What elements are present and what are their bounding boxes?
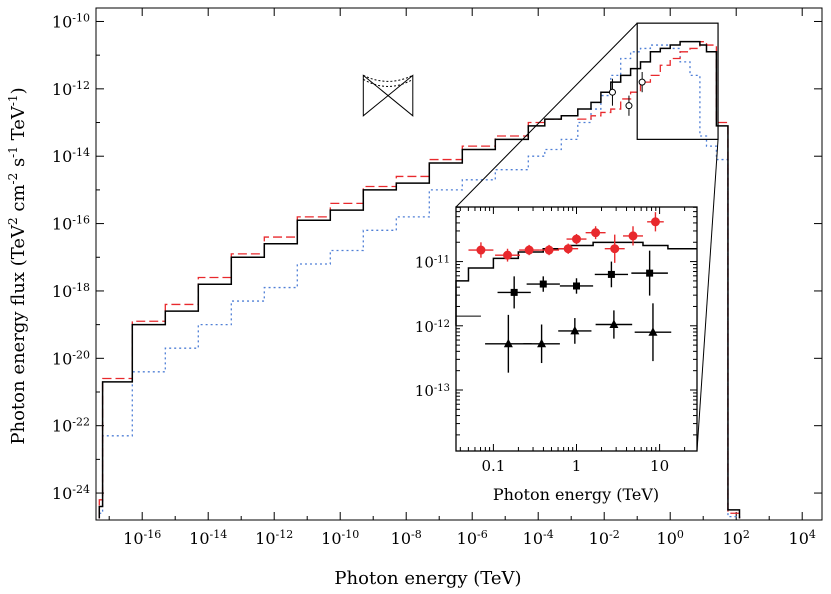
inset-x-tick-label: 10 xyxy=(650,457,669,475)
main-plot-frame xyxy=(95,7,823,521)
x-tick-label: 102 xyxy=(723,528,750,549)
x-tick-label: 10-6 xyxy=(457,528,488,549)
zoom-connector-right xyxy=(696,139,719,452)
main-y-axis-label: Photon energy flux (TeV2 cm-2 s-1 TeV-1) xyxy=(6,87,29,444)
inset-point-square xyxy=(607,270,615,278)
inset-y-tick-label: 10-12 xyxy=(415,318,450,336)
series-blue-dotted xyxy=(98,44,741,519)
y-label-part-7: -1 xyxy=(6,94,20,106)
inset-point-square xyxy=(573,282,580,290)
inset-point-square xyxy=(510,288,518,296)
y-tick-label: 10-18 xyxy=(52,280,90,301)
y-tick-label: 10-12 xyxy=(52,78,90,99)
y-tick-label: 10-16 xyxy=(52,213,90,234)
y-label-part-6: TeV xyxy=(8,105,29,146)
x-tick-label: 10-10 xyxy=(321,528,359,549)
inset-point-circle xyxy=(524,245,534,255)
x-tick-label: 10-4 xyxy=(523,528,554,549)
inset-point-circle xyxy=(572,234,581,244)
y-label-part-5: -1 xyxy=(6,146,20,158)
data-point xyxy=(625,102,633,110)
y-tick-label: 10-22 xyxy=(52,415,90,436)
zoom-connector-left xyxy=(455,22,638,208)
bowtie-outline xyxy=(362,74,414,117)
inset-point-circle xyxy=(628,231,638,241)
zoom-box xyxy=(636,22,719,140)
y-tick-label: 10-14 xyxy=(52,146,90,167)
inset-point-square xyxy=(646,269,654,277)
x-tick-label: 10-14 xyxy=(189,528,227,549)
inset-background xyxy=(456,207,697,451)
main-x-axis-label: Photon energy (TeV) xyxy=(334,568,521,589)
series-black-solid xyxy=(98,40,741,519)
inset-point-triangle xyxy=(570,325,580,335)
inset-point-circle xyxy=(476,245,486,255)
x-tick-label: 10-8 xyxy=(391,528,422,549)
y-label-part-2: cm xyxy=(8,184,29,217)
inset-plot-layer: 0.1 1 10 10-13 10-12 10-11 xyxy=(415,206,697,475)
inset-point-triangle xyxy=(503,338,513,348)
x-tick-label: 10-2 xyxy=(589,528,620,549)
y-label-part-1: 2 xyxy=(6,217,20,225)
inset-point-triangle xyxy=(609,319,619,329)
inset-point-circle xyxy=(610,244,620,254)
y-label-part-0: Photon energy flux (TeV xyxy=(8,224,29,445)
y-label-part-3: -2 xyxy=(6,173,20,185)
inset-model-line xyxy=(455,241,697,326)
inset-point-circle xyxy=(591,228,601,238)
inset-x-tick-label: 1 xyxy=(572,457,582,475)
inset-x-tick-label: 0.1 xyxy=(481,457,505,475)
inset-point-circle xyxy=(503,250,513,260)
inset-point-circle xyxy=(563,244,573,254)
inset-y-tick-label: 10-13 xyxy=(415,382,450,400)
main-plot-layer: 10-16 10-14 10-12 10-10 10-8 10-6 10-4 10-2 100 1… xyxy=(52,8,822,548)
data-point xyxy=(608,88,616,96)
data-point xyxy=(638,78,646,86)
y-tick-label: 10-24 xyxy=(52,483,90,504)
y-label-part-8: ) xyxy=(8,87,29,94)
inset-point-circle xyxy=(650,217,660,227)
inset-point-triangle xyxy=(648,327,658,336)
inset-x-axis-label: Photon energy (TeV) xyxy=(493,485,659,504)
inset-plot-frame xyxy=(455,206,698,452)
inset-y-tick-label: 10-11 xyxy=(415,254,450,272)
x-tick-label: 10-16 xyxy=(123,528,161,549)
zoom-connector-lines xyxy=(455,22,719,452)
y-label-part-4: s xyxy=(8,158,29,173)
inset-point-triangle xyxy=(537,338,547,348)
bowtie-dotted-curve xyxy=(363,74,414,82)
x-tick-label: 100 xyxy=(657,528,684,549)
bowtie-dotted-curve xyxy=(363,78,414,87)
x-tick-label: 10-12 xyxy=(255,528,293,549)
inset-point-circle xyxy=(544,245,554,255)
x-tick-label: 104 xyxy=(789,528,816,549)
y-tick-label: 10-20 xyxy=(52,348,90,369)
y-tick-label: 10-10 xyxy=(52,11,90,32)
inset-point-square xyxy=(539,280,547,288)
